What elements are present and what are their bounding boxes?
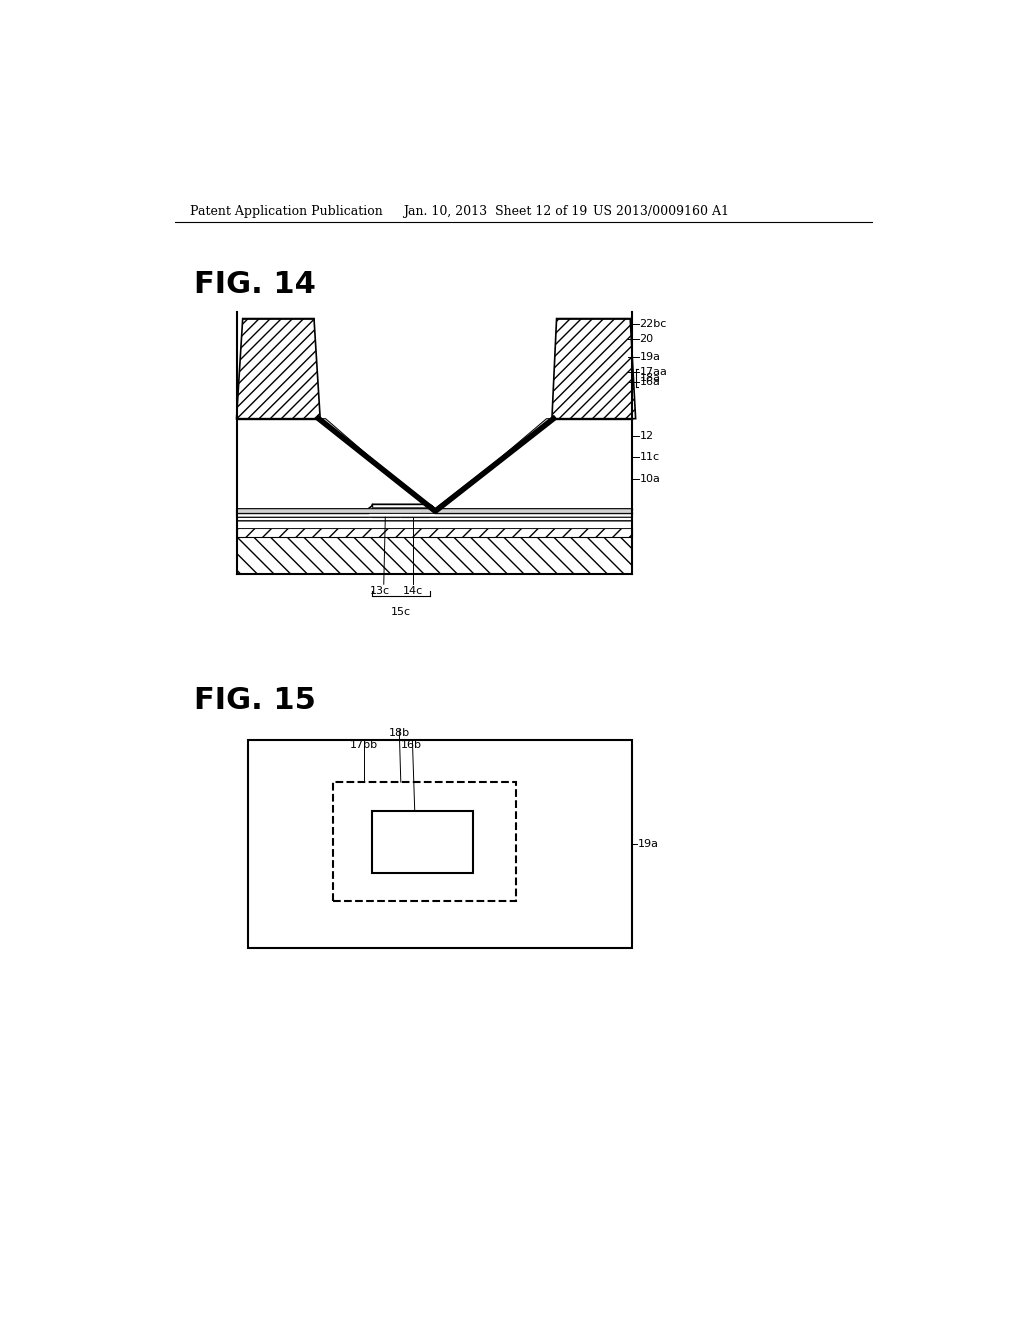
Text: 12: 12 [640, 430, 653, 441]
Text: 20: 20 [640, 334, 653, 345]
Text: 14c: 14c [403, 586, 423, 595]
Polygon shape [237, 504, 632, 512]
Text: 17aa: 17aa [640, 367, 668, 378]
Text: 17bb: 17bb [350, 739, 379, 750]
Text: 11c: 11c [640, 453, 659, 462]
Polygon shape [237, 508, 632, 517]
Polygon shape [435, 418, 632, 513]
Polygon shape [237, 318, 321, 418]
Text: 19a: 19a [640, 352, 660, 362]
Text: 15c: 15c [391, 607, 411, 616]
Bar [248, 739, 632, 948]
Polygon shape [237, 537, 632, 574]
Text: FIG. 14: FIG. 14 [194, 271, 315, 300]
Polygon shape [237, 508, 632, 517]
Text: Jan. 10, 2013  Sheet 12 of 19: Jan. 10, 2013 Sheet 12 of 19 [403, 205, 588, 218]
Bar [372, 812, 473, 873]
Text: FIG. 15: FIG. 15 [194, 686, 315, 715]
Polygon shape [237, 528, 632, 537]
Text: 16b: 16b [400, 739, 421, 750]
Text: Patent Application Publication: Patent Application Publication [190, 205, 383, 218]
Text: 16a: 16a [640, 376, 660, 387]
Text: 19a: 19a [638, 838, 659, 849]
Polygon shape [237, 418, 435, 513]
Text: 18a: 18a [640, 372, 660, 383]
Polygon shape [372, 510, 399, 517]
Polygon shape [552, 318, 636, 418]
Text: 18b: 18b [389, 729, 410, 738]
Polygon shape [237, 508, 632, 517]
Text: US 2013/0009160 A1: US 2013/0009160 A1 [593, 205, 729, 218]
Text: 13c: 13c [370, 586, 390, 595]
Text: 22bc: 22bc [640, 319, 667, 329]
Text: 10a: 10a [640, 474, 660, 483]
Bar [334, 781, 515, 902]
Polygon shape [237, 517, 632, 528]
Polygon shape [400, 510, 429, 517]
